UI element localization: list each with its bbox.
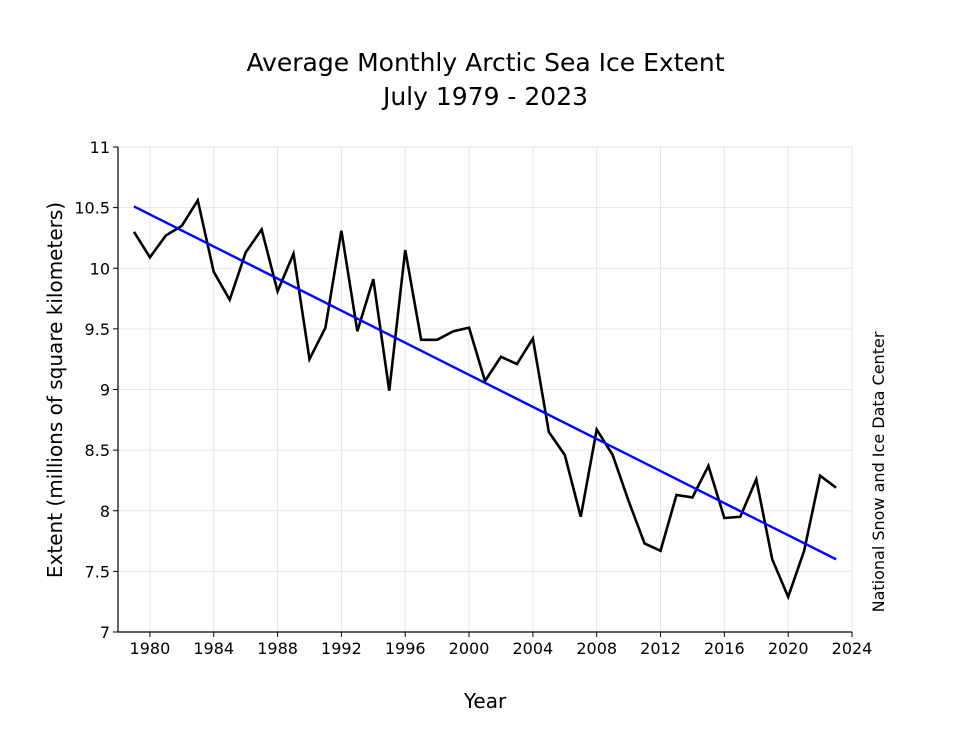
x-axis-label: Year [463, 689, 507, 713]
y-tick-label: 7 [100, 623, 110, 642]
grid [118, 146, 853, 633]
x-tick-label: 1984 [193, 639, 234, 658]
x-tick-label: 2012 [640, 639, 681, 658]
y-tick-label: 11 [90, 138, 110, 157]
x-tick-label: 1988 [257, 639, 298, 658]
y-tick-label: 8.5 [85, 441, 110, 460]
x-tick-label: 1992 [321, 639, 362, 658]
x-tick-label: 2004 [513, 639, 554, 658]
y-tick-label: 7.5 [85, 562, 110, 581]
y-tick-label: 10 [90, 259, 110, 278]
y-tick-label: 10.5 [74, 199, 110, 218]
x-tick-label: 2000 [449, 639, 490, 658]
x-tick-label: 2008 [576, 639, 617, 658]
credit-label: National Snow and Ice Data Center [869, 331, 888, 612]
x-tick-label: 2024 [832, 639, 873, 658]
x-tick-label: 2020 [768, 639, 809, 658]
y-tick-label: 9.5 [85, 320, 110, 339]
y-tick-label: 8 [100, 502, 110, 521]
y-axis-label: Extent (millions of square kilometers) [43, 202, 67, 578]
x-tick-label: 1980 [130, 639, 171, 658]
chart-subtitle: July 1979 - 2023 [382, 82, 589, 111]
series [132, 196, 837, 601]
y-tick-label: 9 [100, 381, 110, 400]
trend-line [133, 205, 837, 561]
tick-labels: 1980 1984 1988 1992 1996 2000 2004 2008 2012 2016… [74, 138, 872, 658]
chart-title: Average Monthly Arctic Sea Ice Extent [246, 48, 725, 77]
x-tick-label: 1996 [385, 639, 426, 658]
axes [113, 146, 853, 637]
x-tick-label: 2016 [704, 639, 745, 658]
